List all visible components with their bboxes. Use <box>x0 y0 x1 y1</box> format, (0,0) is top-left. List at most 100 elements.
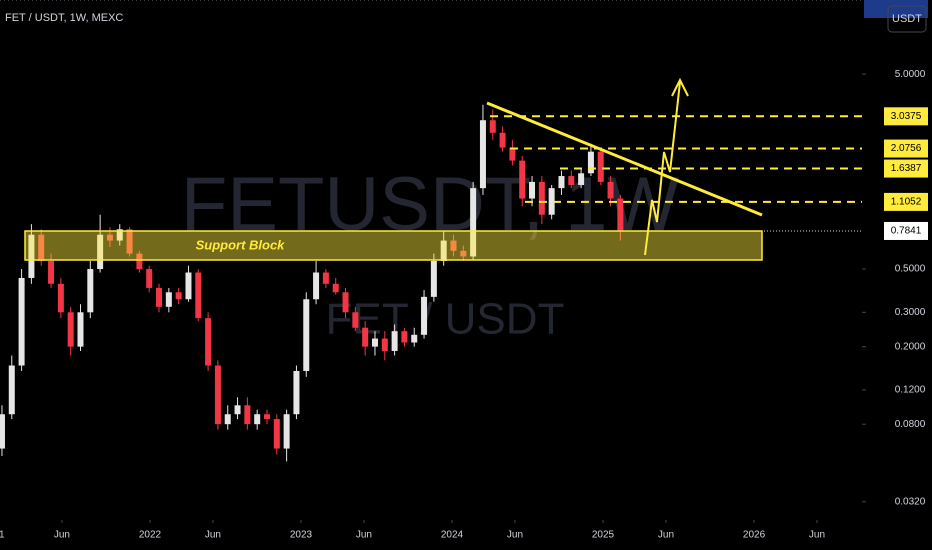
candle-body <box>136 253 143 270</box>
support-label: Support Block <box>196 237 286 252</box>
level-label: 1.6387 <box>891 163 922 174</box>
candle-body <box>87 269 94 313</box>
candle-body <box>421 296 428 335</box>
x-tick-label: Jun <box>507 530 523 541</box>
candle-body <box>224 414 231 425</box>
candle-body <box>97 234 104 270</box>
candle-body <box>460 250 467 257</box>
candle-body <box>244 405 251 425</box>
x-tick-label: 2025 <box>592 530 615 541</box>
candle-body <box>48 260 55 284</box>
candle-body <box>77 312 84 347</box>
candle-body <box>568 176 575 185</box>
y-tick-label: 0.2000 <box>895 341 926 352</box>
y-tick-label: 0.3000 <box>895 307 926 318</box>
low-box <box>864 0 928 18</box>
candle-body <box>489 120 496 133</box>
candle-body <box>342 292 349 313</box>
candle-body <box>283 414 290 449</box>
candle-body <box>352 312 359 328</box>
level-box <box>884 159 928 178</box>
candle-body <box>293 370 300 415</box>
level-box <box>884 107 928 126</box>
projection <box>644 81 681 256</box>
candle-body <box>548 188 555 215</box>
candle-body <box>538 181 545 215</box>
candle-body <box>234 405 241 415</box>
candle-body <box>617 198 624 232</box>
watermark: FETUSDT, 1W <box>181 162 679 247</box>
x-tick-label: Jun <box>658 530 674 541</box>
candle-body <box>430 260 437 297</box>
candle-body <box>450 240 457 251</box>
candle-body <box>578 173 585 185</box>
candle-body <box>28 234 35 278</box>
chart-title: FET / USDT, 1W, MEXC <box>5 12 123 24</box>
candle-body <box>175 292 182 300</box>
candle-body <box>195 272 202 319</box>
candle-body <box>322 272 329 284</box>
candle-body <box>57 283 64 313</box>
candle-body <box>362 327 369 347</box>
y-tick-label: 0.0320 <box>895 496 926 507</box>
candle-body <box>8 365 15 415</box>
candle-body <box>597 151 604 182</box>
candle-body <box>499 132 506 148</box>
candle-body <box>313 272 320 300</box>
support-block <box>24 230 763 261</box>
candle-body <box>470 188 477 257</box>
candle-body <box>106 234 113 241</box>
x-tick-label: Jun <box>205 530 221 541</box>
x-tick-label: 2024 <box>441 530 464 541</box>
candle-body <box>156 287 163 307</box>
candle-body <box>401 331 408 343</box>
candle-body <box>254 414 261 425</box>
candle-body <box>205 318 212 366</box>
level-label: 2.0756 <box>891 143 922 154</box>
candle-body <box>332 283 339 293</box>
y-tick-label: 5.0000 <box>895 69 926 80</box>
candle-body <box>67 312 74 347</box>
candle-body <box>558 176 565 189</box>
currency-label[interactable]: USDT <box>892 13 922 25</box>
level-label: 3.0375 <box>891 111 922 122</box>
candle-body <box>519 160 526 199</box>
x-tick-label: Jun <box>809 530 825 541</box>
candle-body <box>214 365 221 425</box>
watermark-subtitle: FET / USDT <box>326 295 565 344</box>
x-tick-label: 2023 <box>290 530 313 541</box>
x-tick-label: Jun <box>356 530 372 541</box>
candle-body <box>0 414 5 449</box>
candle-body <box>116 229 123 241</box>
candle-body <box>18 277 25 366</box>
candle-body <box>273 419 280 449</box>
y-tick-label: 0.5000 <box>895 264 926 275</box>
last-price-box <box>884 221 928 240</box>
plot <box>0 0 862 462</box>
level-box <box>884 139 928 158</box>
candle-body <box>146 269 153 288</box>
x-tick-label: 2026 <box>743 530 766 541</box>
candle-body <box>391 331 398 351</box>
candle-body <box>185 272 192 300</box>
candle-body <box>479 120 486 189</box>
y-tick-label: 0.0800 <box>895 419 926 430</box>
x-tick-label: Jun <box>54 530 70 541</box>
candle-body <box>607 181 614 199</box>
x-tick-label: 2022 <box>139 530 162 541</box>
candle-body <box>411 334 418 343</box>
arrow-head <box>671 77 689 97</box>
trendline <box>486 101 763 217</box>
candle-body <box>509 147 516 161</box>
candle-body <box>165 292 172 307</box>
x-tick-label: 21 <box>0 530 5 541</box>
currency-button[interactable] <box>887 5 927 33</box>
level-label: 1.1052 <box>891 197 922 208</box>
last-price-label: 0.7841 <box>891 226 922 237</box>
candle-body <box>529 181 536 199</box>
price-axis: 5.0000 0.5000 0.3000 0.2000 0.1200 0.0800 0.03… <box>0 0 928 541</box>
candle-body <box>381 338 388 351</box>
candle-body <box>263 414 270 420</box>
